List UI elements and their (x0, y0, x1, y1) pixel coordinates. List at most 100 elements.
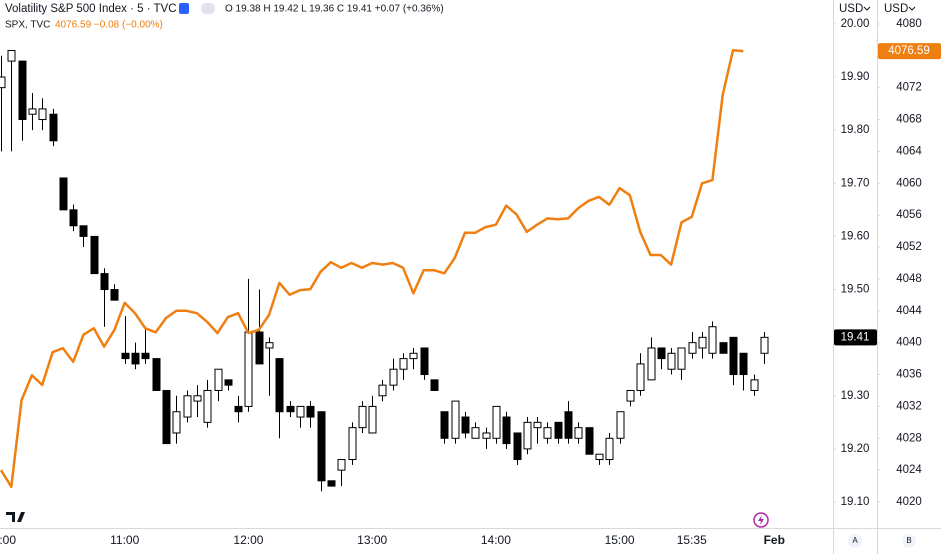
y2-tick-label: 4044 (896, 305, 922, 317)
y2-tick-label: 4048 (896, 273, 922, 285)
candle-body (688, 342, 697, 354)
y2-tick-label: 4072 (896, 82, 922, 94)
candle-body (152, 358, 161, 391)
x-tick-label: 15:00 (605, 533, 635, 547)
x-tick-label: 15:35 (677, 533, 707, 547)
candle-body (121, 352, 130, 360)
candle-body (564, 411, 573, 439)
candle-body (698, 336, 707, 349)
candle-body (430, 379, 439, 391)
last-price-box (878, 43, 941, 60)
currency-label[interactable]: USD (884, 3, 908, 15)
y-tick-label: 19.70 (841, 177, 870, 189)
candle-body (244, 331, 253, 407)
x-tick-label: Feb (764, 533, 785, 547)
candle-body (368, 405, 377, 434)
event-icon[interactable] (753, 512, 769, 528)
candle-body (234, 405, 243, 413)
scale-button[interactable] (848, 534, 862, 548)
y-tick-label: 19.20 (841, 443, 870, 455)
chevron (863, 6, 871, 11)
y-tick-label: 19.80 (841, 124, 870, 136)
y2-tick-label: 4064 (896, 145, 922, 157)
last-price-label: 4076.59 (888, 45, 930, 57)
flag-icon[interactable] (179, 3, 189, 14)
candle-body (317, 411, 326, 482)
y2-tick-label: 4024 (896, 464, 922, 476)
candle-body (543, 427, 552, 439)
y2-tick-label: 4060 (896, 177, 922, 189)
y2-tick-label: 4056 (896, 209, 922, 221)
legend-ohlc: O 19.38 H 19.42 L 19.36 C 19.41 +0.07 (+… (225, 4, 444, 15)
y2-tick-label: 4068 (896, 114, 922, 126)
candle-body (585, 427, 594, 455)
candle-body (79, 225, 88, 237)
legend-title: SPX, TVC (5, 20, 50, 31)
candle-body (203, 389, 212, 423)
candle-body (38, 108, 47, 121)
candle-body (214, 368, 223, 391)
legend-value: 4076.59 −0.08 (−0.00%) (55, 20, 163, 31)
y2-tick-label: 4032 (896, 400, 922, 412)
x-tick-label: 13:00 (357, 533, 387, 547)
plot-area (0, 49, 769, 492)
candle-body (595, 453, 604, 461)
candle-body (100, 273, 109, 291)
candle-body (296, 405, 305, 418)
currency-label[interactable]: USD (839, 3, 863, 15)
last-price-box (834, 329, 877, 346)
candle-body (306, 405, 315, 418)
candle-body (358, 405, 367, 429)
candle-body (750, 379, 759, 391)
x-tick-label: 11:00 (110, 533, 139, 547)
y2-tick-label: 4020 (896, 496, 922, 508)
x-tick-label: 10:00 (0, 533, 16, 547)
candle-body (719, 342, 728, 354)
candle-body (141, 352, 150, 360)
candle-body (677, 347, 686, 370)
candle-body (224, 379, 233, 386)
candle-body (18, 60, 27, 121)
candle-body (172, 411, 181, 434)
candle-body (7, 49, 16, 62)
scale-button[interactable] (902, 534, 916, 548)
more-icon[interactable] (201, 3, 215, 14)
line-series (0, 49, 744, 489)
event-icon-bolt (758, 515, 764, 525)
candle-body (0, 76, 6, 89)
legend-title: Volatility S&P 500 Index · 5 · TVC (5, 3, 177, 15)
chevron (908, 6, 916, 11)
candle-body (502, 416, 511, 445)
y-tick-label: 19.30 (841, 390, 870, 402)
candle-body (760, 336, 769, 354)
scale-button-label[interactable]: A (852, 536, 858, 545)
candle-body (399, 358, 408, 370)
candle-body (626, 389, 635, 402)
candle-body (183, 395, 192, 418)
candle-body (647, 347, 656, 381)
scale-button-label[interactable]: B (906, 536, 911, 545)
candle-body (523, 421, 532, 450)
candle-body (389, 368, 398, 386)
candle-body (471, 427, 480, 439)
candle-body (286, 405, 295, 413)
y2-tick-label: 4052 (896, 241, 922, 253)
logo[interactable] (6, 512, 25, 522)
y-tick-label: 19.10 (841, 496, 870, 508)
candle-body (275, 358, 284, 413)
candle-body (49, 113, 58, 142)
last-price-label: 19.41 (841, 331, 870, 343)
y2-tick-label: 4036 (896, 369, 922, 381)
candle-body (110, 289, 119, 301)
candle-body (131, 352, 140, 365)
y2-tick-label: 4028 (896, 432, 922, 444)
candle-body (59, 177, 68, 211)
candle-body (461, 416, 470, 434)
candle-body (451, 400, 460, 439)
x-tick-label: 12:00 (233, 533, 263, 547)
candle-body (28, 108, 37, 115)
candle-body (657, 347, 666, 360)
candle-body (162, 389, 171, 445)
candle-body (492, 405, 501, 439)
